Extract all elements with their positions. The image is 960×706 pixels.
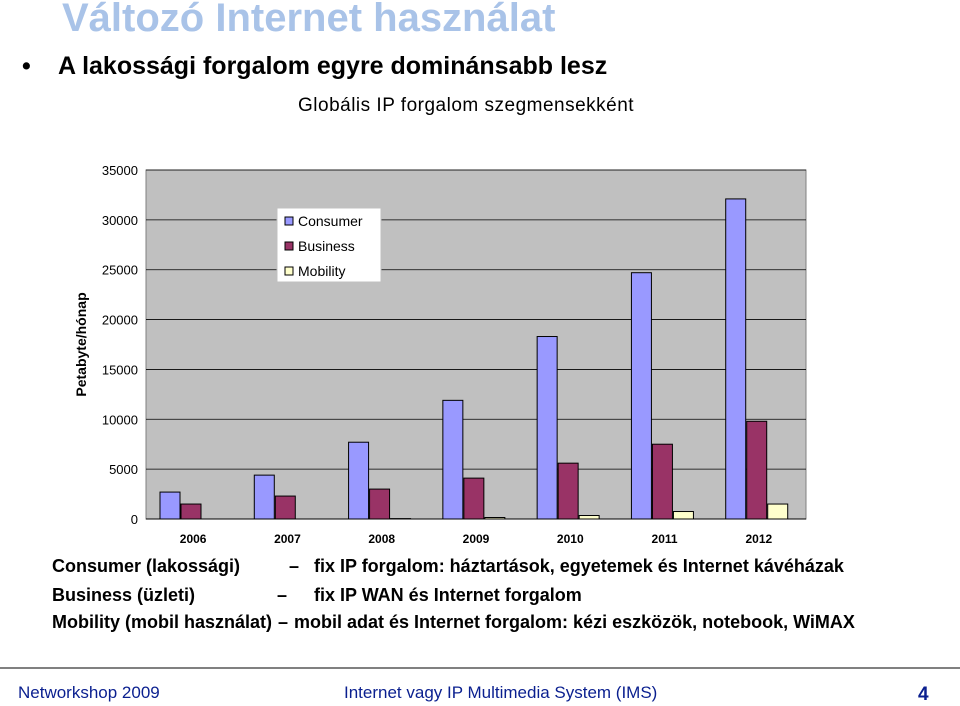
bullet-symbol: • <box>22 52 58 81</box>
x-tick-label: 2012 <box>746 532 773 546</box>
legend-label-consumer: Consumer <box>298 213 363 229</box>
y-tick-label: 5000 <box>109 462 138 477</box>
x-tick-label: 2011 <box>652 532 678 546</box>
legend-swatch-business <box>285 242 293 250</box>
y-tick-label: 15000 <box>102 362 138 377</box>
y-tick-label: 0 <box>131 512 138 527</box>
description-dash: – <box>274 556 314 577</box>
description-consumer: Consumer (lakossági)–fix IP forgalom: há… <box>52 556 844 577</box>
description-text: fix IP forgalom: háztartások, egyetemek … <box>314 556 844 576</box>
y-tick-label: 30000 <box>102 213 138 228</box>
bar-consumer <box>726 199 746 519</box>
bar-business <box>275 496 295 519</box>
slide-title: Változó Internet használat <box>62 0 555 41</box>
bar-consumer <box>537 337 557 519</box>
bar-mobility <box>485 518 505 519</box>
description-text: mobil adat és Internet forgalom: kézi es… <box>294 612 855 632</box>
x-tick-label: 2010 <box>557 532 584 546</box>
description-dash: – <box>262 585 302 606</box>
description-dash: – <box>272 612 294 633</box>
x-tick-label: 2009 <box>463 532 490 546</box>
description-label: Consumer (lakossági) <box>52 556 274 577</box>
x-tick-label: 2006 <box>180 532 207 546</box>
y-tick-label: 35000 <box>102 163 138 178</box>
description-label: Mobility (mobil használat) <box>52 612 272 632</box>
legend-label-business: Business <box>298 238 355 254</box>
bar-business <box>747 421 767 519</box>
description-label: Business (üzleti) <box>52 585 262 606</box>
bar-consumer <box>631 273 651 519</box>
bar-consumer <box>160 492 180 519</box>
footer-divider <box>0 667 960 669</box>
bar-business <box>652 444 672 519</box>
footer-event: Networkshop 2009 <box>18 683 160 703</box>
bar-business <box>464 478 484 519</box>
bar-consumer <box>349 442 369 519</box>
bar-business <box>370 489 390 519</box>
legend-swatch-mobility <box>285 267 293 275</box>
description-business: Business (üzleti)–fix IP WAN és Internet… <box>52 585 582 606</box>
legend-label-mobility: Mobility <box>298 263 345 279</box>
x-tick-label: 2008 <box>368 532 395 546</box>
bullet-text: A lakossági forgalom egyre dominánsabb l… <box>58 52 607 80</box>
y-tick-label: 20000 <box>102 313 138 328</box>
footer-topic: Internet vagy IP Multimedia System (IMS) <box>344 683 657 703</box>
y-tick-label: 10000 <box>102 412 138 427</box>
page-number: 4 <box>918 684 929 706</box>
bar-business <box>181 504 201 519</box>
x-tick-label: 2007 <box>274 532 301 546</box>
plot-area <box>146 170 806 519</box>
y-tick-label: 25000 <box>102 263 138 278</box>
description-text: fix IP WAN és Internet forgalom <box>314 585 582 605</box>
bar-consumer <box>254 475 274 519</box>
bar-mobility <box>579 516 599 519</box>
bullet-item: •A lakossági forgalom egyre dominánsabb … <box>22 52 607 81</box>
bar-mobility <box>768 504 788 519</box>
y-axis-label: Petabyte/hónap <box>73 292 89 396</box>
bar-business <box>558 463 578 519</box>
legend-swatch-consumer <box>285 217 293 225</box>
bar-mobility <box>673 512 693 519</box>
chart-title: Globális IP forgalom szegmensekként <box>298 95 634 117</box>
chart: 0 5000 10000 15000 20000 25000 30000 35000 Petab… <box>0 150 960 550</box>
bar-consumer <box>443 400 463 519</box>
description-mobility: Mobility (mobil használat)–mobil adat és… <box>52 612 855 633</box>
